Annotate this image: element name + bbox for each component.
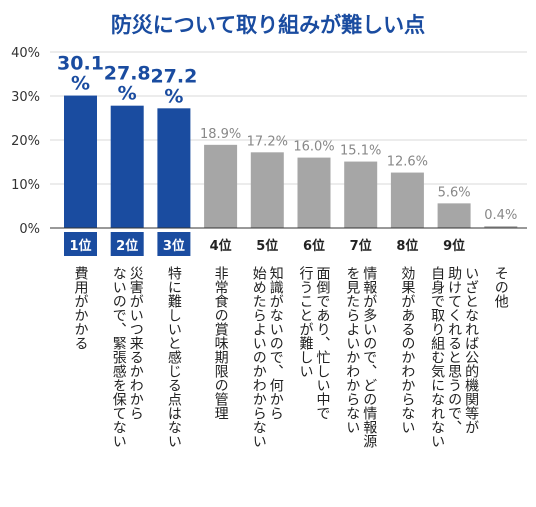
value-label-unit: % bbox=[164, 85, 183, 107]
rank-label: 5位 bbox=[256, 238, 278, 254]
rank-badge bbox=[157, 232, 191, 256]
rank-label: 8位 bbox=[396, 238, 418, 254]
value-label: 16.0% bbox=[293, 140, 334, 155]
bar bbox=[157, 108, 191, 228]
category-description: 知識がないので、何から bbox=[268, 265, 284, 420]
rank-label: 9位 bbox=[443, 238, 465, 254]
category-description: 費用がかかる bbox=[73, 266, 89, 350]
category-description: 特に難しいと感じる点はない bbox=[166, 266, 182, 448]
category-description: 情報が多いので、どの情報源 bbox=[361, 266, 377, 448]
bar bbox=[250, 152, 284, 228]
category-description: 助けてくれると思うので、 bbox=[446, 266, 462, 434]
category-description: 自身で取り組む気になれない bbox=[429, 266, 445, 448]
y-axis: 0% 10% 20% 30% 40% bbox=[11, 46, 40, 237]
bar bbox=[484, 226, 518, 228]
value-label: 17.2% bbox=[247, 134, 288, 149]
rank-badge bbox=[110, 232, 144, 256]
bar bbox=[64, 95, 97, 228]
rank-label: 2位 bbox=[116, 238, 138, 254]
category-description: 非常食の賞味期限の管理 bbox=[213, 266, 229, 420]
category-description: を見たらよいかわからない bbox=[344, 266, 360, 434]
y-tick-label: 20% bbox=[11, 134, 40, 149]
rank-badge bbox=[64, 232, 97, 256]
category-description: 行うことが難しい bbox=[298, 266, 314, 378]
y-tick-label: 0% bbox=[19, 222, 40, 237]
bar bbox=[344, 161, 378, 228]
rank-labels: 1位 2位 3位 4位 5位 6位 7位 8位 9位 bbox=[64, 232, 465, 256]
rank-label: 7位 bbox=[350, 238, 372, 254]
value-label: 15.1% bbox=[340, 144, 381, 159]
rank-label: 1位 bbox=[69, 238, 91, 254]
y-tick-label: 40% bbox=[11, 46, 40, 61]
bar bbox=[110, 105, 144, 228]
value-label-unit: % bbox=[118, 83, 137, 105]
category-description: ないので、緊張感を保てない bbox=[111, 266, 127, 448]
chart-title: 防災について取り組みが難しい点 bbox=[111, 13, 425, 37]
rank-label: 4位 bbox=[210, 238, 232, 254]
value-label: 27.2 bbox=[150, 65, 197, 87]
rank-label: 3位 bbox=[163, 238, 185, 254]
category-description: 面倒であり、忙しい中で bbox=[315, 266, 331, 420]
value-label-unit: % bbox=[71, 73, 90, 95]
bars: 30.1% 27.8%27.2%18.9% 17.2% 16.0% 15.1%12.6%… bbox=[57, 53, 517, 228]
bar bbox=[437, 203, 471, 228]
rank-label: 6位 bbox=[303, 238, 325, 254]
category-description: いざとなれば公的機関等が bbox=[463, 266, 479, 434]
bar bbox=[204, 144, 238, 228]
value-label: 30.1 bbox=[57, 53, 104, 75]
value-label: 0.4% bbox=[484, 208, 517, 223]
category-description: 災害がいつ来るかわから bbox=[128, 266, 144, 420]
value-label: 12.6% bbox=[387, 155, 428, 170]
category-description: 始めたらよいのかわからない bbox=[251, 266, 267, 448]
y-tick-label: 30% bbox=[11, 90, 40, 105]
bar bbox=[297, 157, 331, 228]
value-label: 5.6% bbox=[438, 185, 471, 200]
value-label: 27.8 bbox=[104, 63, 151, 85]
y-tick-label: 10% bbox=[11, 178, 40, 193]
bar bbox=[390, 172, 424, 228]
value-label: 18.9% bbox=[200, 127, 241, 142]
category-description: 効果があるのかわからない bbox=[399, 266, 415, 434]
category-description: その他 bbox=[493, 266, 509, 309]
